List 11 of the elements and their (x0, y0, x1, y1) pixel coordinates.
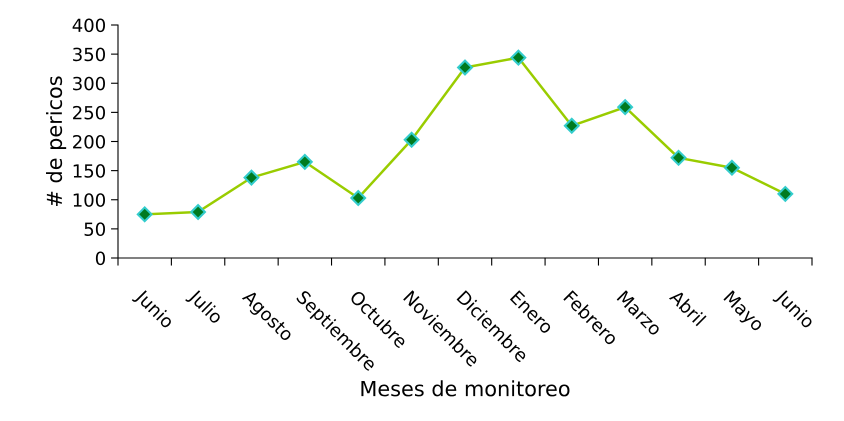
y-tick-label: 400 (72, 18, 105, 32)
y-tick-label: 150 (74, 164, 105, 178)
y-tick-label: 100 (74, 193, 105, 207)
y-tick-label: 200 (73, 134, 105, 149)
y-tick-label: 350 (73, 48, 105, 62)
x-axis-title: Meses de monitoreo (361, 380, 570, 396)
y-tick-label: 0 (96, 251, 105, 266)
y-tick-label: 50 (84, 222, 105, 236)
y-tick-label: 250 (73, 106, 105, 120)
y-axis-title: # de pericos (46, 76, 66, 206)
y-tick-label: 300 (73, 76, 105, 90)
